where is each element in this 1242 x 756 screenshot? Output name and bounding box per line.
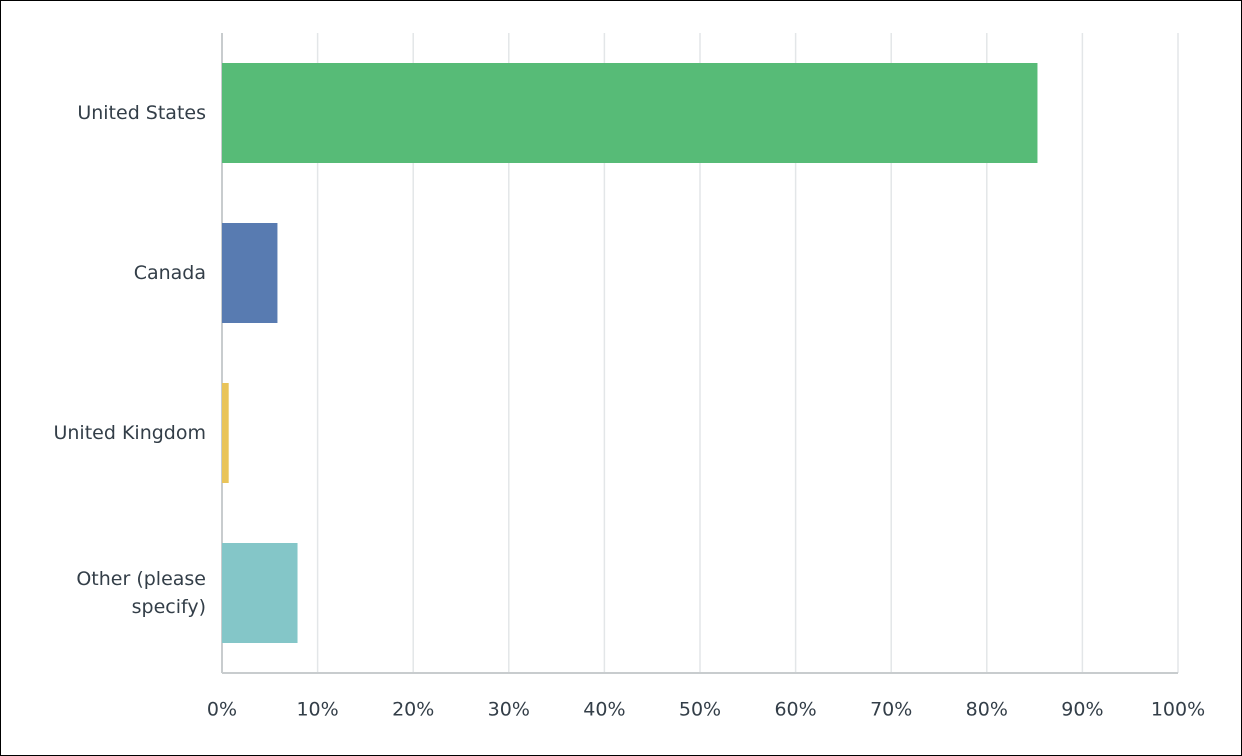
bar: [222, 383, 229, 483]
y-tick-label: Canada: [133, 262, 206, 284]
bar: [222, 223, 278, 323]
bar: [222, 63, 1038, 163]
y-tick-label: United States: [77, 102, 206, 124]
x-tick-label: 80%: [966, 699, 1008, 721]
x-tick-label: 60%: [774, 699, 816, 721]
x-tick-label: 90%: [1061, 699, 1103, 721]
x-tick-label: 20%: [392, 699, 434, 721]
x-tick-label: 0%: [207, 699, 237, 721]
x-tick-label: 100%: [1151, 699, 1205, 721]
x-tick-label: 40%: [583, 699, 625, 721]
bar: [222, 543, 298, 643]
x-tick-label: 10%: [296, 699, 338, 721]
y-tick-label: Other (please specify): [76, 568, 206, 618]
y-tick-label: United Kingdom: [53, 422, 206, 444]
x-tick-label: 30%: [488, 699, 530, 721]
x-tick-label: 50%: [679, 699, 721, 721]
x-tick-label: 70%: [870, 699, 912, 721]
